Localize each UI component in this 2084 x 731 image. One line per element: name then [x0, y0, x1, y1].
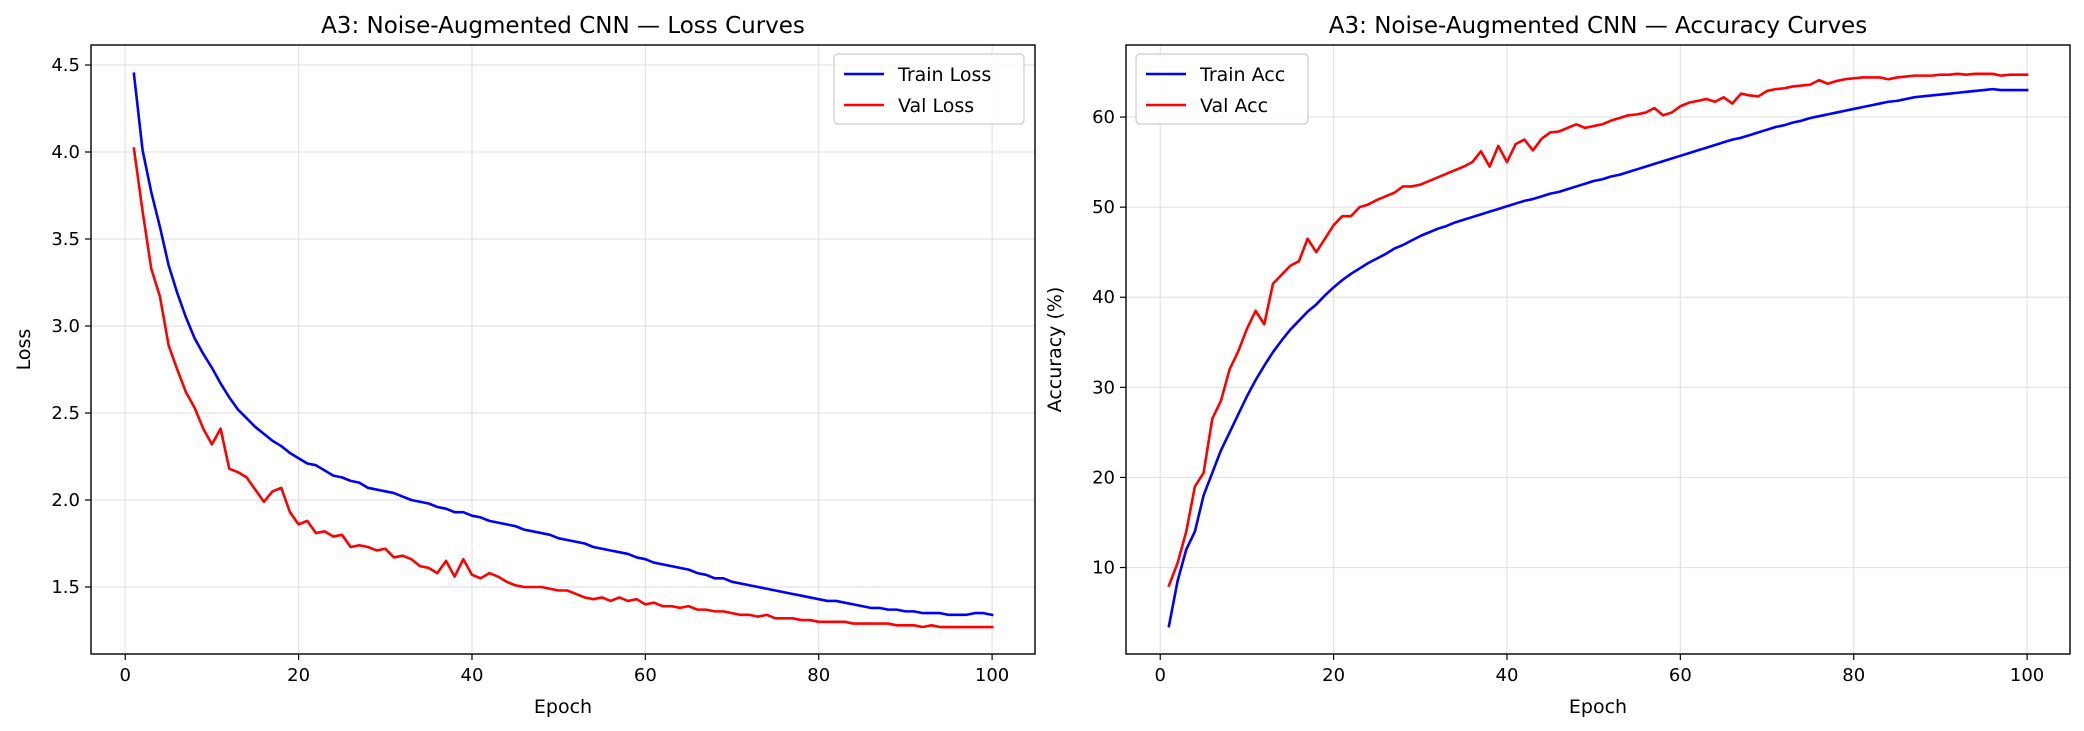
y-tick-label: 50 [1092, 197, 1115, 218]
y-tick-label: 4.0 [51, 142, 80, 163]
x-tick-label: 60 [634, 665, 657, 686]
y-tick-label: 2.0 [51, 490, 80, 511]
series-line [132, 72, 994, 617]
legend-box [833, 53, 1025, 125]
x-tick-label: 0 [120, 665, 131, 686]
y-tick-label: 60 [1092, 107, 1115, 128]
x-axis-label: Epoch [1569, 696, 1627, 718]
y-tick-label: 2.5 [51, 403, 80, 424]
chart-title: A3: Noise-Augmented CNN — Loss Curves [321, 13, 805, 39]
y-tick-label: 30 [1092, 377, 1115, 398]
x-tick-label: 20 [287, 665, 310, 686]
x-tick-label: 80 [1842, 665, 1865, 686]
y-tick-label: 10 [1092, 558, 1115, 579]
plot-frame [90, 44, 1036, 655]
legend-label: Val Acc [1200, 95, 1268, 117]
legend: Train Loss Val Loss [833, 53, 1025, 125]
chart-title: A3: Noise-Augmented CNN — Accuracy Curve… [1329, 13, 1867, 39]
x-tick-label: 40 [1496, 665, 1519, 686]
y-tick-label: 3.0 [51, 316, 80, 337]
y-tick-label: 4.5 [51, 55, 80, 76]
accuracy-chart-panel: 0 20 40 60 80 100 10 20 30 40 50 60 A3: Noise-Augmen… [1044, 13, 2071, 718]
x-axis-label: Epoch [534, 696, 592, 718]
legend-label: Val Loss [898, 95, 974, 117]
x-tick-label: 100 [2010, 665, 2044, 686]
x-tick-label: 100 [975, 665, 1009, 686]
y-axis-label: Loss [13, 329, 35, 371]
y-tick-label: 40 [1092, 287, 1115, 308]
x-tick-label: 40 [461, 665, 484, 686]
series-line [132, 147, 994, 629]
loss-chart-panel: 0 20 40 60 80 100 1.5 2.0 2.5 3.0 3.5 4.0 4.5 A3: Noi… [13, 13, 1036, 718]
legend-label: Train Loss [897, 64, 991, 86]
legend: Train Acc Val Acc [1135, 53, 1309, 125]
plot-frame [1125, 44, 2071, 655]
y-tick-label: 3.5 [51, 229, 80, 250]
y-tick-label: 20 [1092, 467, 1115, 488]
x-tick-label: 0 [1155, 665, 1166, 686]
y-tick-label: 1.5 [51, 577, 80, 598]
x-tick-label: 60 [1669, 665, 1692, 686]
legend-label: Train Acc [1199, 64, 1285, 86]
series-line [1167, 87, 2029, 628]
legend-box [1135, 53, 1309, 125]
series-line [1167, 72, 2029, 588]
y-axis-label: Accuracy (%) [1044, 287, 1066, 413]
x-tick-label: 20 [1322, 665, 1345, 686]
x-tick-label: 80 [807, 665, 830, 686]
